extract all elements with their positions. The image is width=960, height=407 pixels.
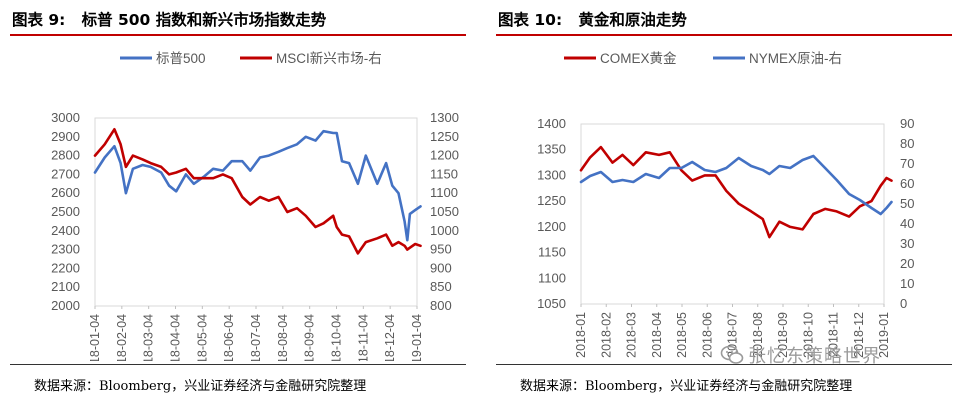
y2-tick-label: 10 xyxy=(900,276,914,291)
x-tick-label: 2018-06-04 xyxy=(222,314,236,361)
x-tick-label: 2018-02-04 xyxy=(115,314,129,361)
y-tick-label: 2800 xyxy=(51,148,80,163)
y2-tick-label: 0 xyxy=(900,296,907,311)
y2-tick-label: 1250 xyxy=(430,129,459,144)
y-tick-label: 2300 xyxy=(51,242,80,257)
x-tick-label: 2018-04 xyxy=(650,312,664,358)
y-tick-label: 2100 xyxy=(51,279,80,294)
y-tick-label: 1400 xyxy=(537,116,566,131)
y2-tick-label: 50 xyxy=(900,196,914,211)
x-tick-label: 2018-05-04 xyxy=(195,314,209,361)
watermark-text: 张忆东策略世界 xyxy=(748,346,881,367)
chart-title: 图表 9: 标普 500 指数和新兴市场指数走势 xyxy=(12,11,327,29)
chart-panel-sp500-em: 图表 9: 标普 500 指数和新兴市场指数走势 3000 2900 2800 270… xyxy=(0,0,468,407)
source-note: 数据来源：Bloomberg，兴业证券经济与金融研究院整理 xyxy=(520,379,853,394)
y-tick-label: 2400 xyxy=(51,223,80,238)
y2-tick-label: 80 xyxy=(900,136,914,151)
y-tick-label: 1300 xyxy=(537,167,566,182)
source-divider xyxy=(10,364,466,365)
x-tick-label: 2018-10-04 xyxy=(330,314,344,361)
y-tick-label: 1100 xyxy=(538,270,566,285)
x-tick-label: 2018-11-04 xyxy=(356,314,370,361)
x-tick-label: 2018-03-04 xyxy=(142,314,156,361)
title-divider xyxy=(496,34,952,36)
plot-area-border xyxy=(94,117,418,307)
x-tick-label: 2018-11 xyxy=(827,312,841,357)
x-tick-label: 2018-08-04 xyxy=(276,314,290,361)
series-line xyxy=(579,145,893,239)
x-tick-label: 2018-09-04 xyxy=(303,314,317,361)
x-tick-label: 2018-12 xyxy=(852,312,866,358)
y2-tick-label: 40 xyxy=(900,216,914,231)
y2-tick-label: 1200 xyxy=(430,148,459,163)
x-tick-label: 2019-01 xyxy=(877,312,891,358)
y-tick-label: 2700 xyxy=(51,166,80,181)
y2-tick-label: 1300 xyxy=(430,110,459,125)
x-tick-label: 2018-07-04 xyxy=(249,314,263,361)
y-tick-label: 1050 xyxy=(537,296,566,311)
y-tick-label: 1350 xyxy=(537,142,566,157)
x-tick-label: 2018-08 xyxy=(751,312,765,358)
chart-panel-gold-oil: 图表 10: 黄金和原油走势 1400 1350 1300 1250 1200 1150 1… xyxy=(486,0,954,407)
y2-tick-label: 1100 xyxy=(430,185,458,200)
legend-label: 标普500 xyxy=(156,51,206,66)
y2-tick-label: 900 xyxy=(430,260,452,275)
y2-tick-label: 70 xyxy=(900,156,914,171)
y2-tick-label: 800 xyxy=(430,298,452,313)
x-tick-label: 2018-09 xyxy=(776,312,790,358)
y2-tick-label: 30 xyxy=(900,236,914,251)
x-tick-label: 2019-01-04 xyxy=(410,314,424,361)
x-tick-label: 2018-02 xyxy=(599,312,613,358)
y-tick-label: 2000 xyxy=(51,298,80,313)
y-tick-label: 1250 xyxy=(537,193,566,208)
series-line xyxy=(93,129,422,242)
y-tick-label: 2500 xyxy=(51,204,80,219)
line-chart-gold-oil: 1400135013001250120011501100105090807060… xyxy=(537,51,914,358)
series-line xyxy=(579,154,893,216)
x-tick-label: 2018-01 xyxy=(574,312,588,358)
y2-tick-label: 1150 xyxy=(430,166,458,181)
y2-tick-label: 850 xyxy=(430,279,452,294)
y2-tick-label: 1000 xyxy=(430,223,459,238)
y2-tick-label: 20 xyxy=(900,256,914,271)
x-tick-label: 2018-03 xyxy=(625,312,639,358)
chart-title: 图表 10: 黄金和原油走势 xyxy=(498,11,687,29)
series-line xyxy=(93,128,422,255)
y-tick-label: 1200 xyxy=(537,219,566,234)
source-note: 数据来源：Bloomberg，兴业证券经济与金融研究院整理 xyxy=(34,379,367,394)
plot-area-border xyxy=(580,123,885,305)
y2-tick-label: 60 xyxy=(900,176,914,191)
legend-label: MSCI新兴市场-右 xyxy=(276,50,382,66)
x-tick-label: 2018-12-04 xyxy=(383,314,397,361)
line-chart-sp500-em: 3000 2900 2800 2700 2600 2500 2400 2300 2200 2100… xyxy=(51,50,459,361)
watermark: 张忆东策略世界 xyxy=(720,342,881,368)
x-tick-label: 2018-10 xyxy=(801,312,815,358)
y-tick-label: 1150 xyxy=(538,245,566,260)
x-tick-label: 2018-05 xyxy=(675,312,689,358)
x-tick-label: 2018-04-04 xyxy=(169,314,183,361)
y-tick-label: 3000 xyxy=(51,110,80,125)
title-divider xyxy=(10,34,466,36)
x-tick-label: 2018-01-04 xyxy=(88,314,102,361)
legend-label: COMEX黄金 xyxy=(600,51,677,66)
y2-tick-label: 950 xyxy=(430,242,452,257)
y2-tick-label: 1050 xyxy=(430,204,459,219)
legend-label: NYMEX原油-右 xyxy=(749,51,842,66)
y-tick-label: 2200 xyxy=(51,260,80,275)
source-divider xyxy=(496,364,952,365)
wechat-bubble-icon xyxy=(720,345,744,364)
x-tick-label: 2018-06 xyxy=(700,312,714,358)
y2-tick-label: 90 xyxy=(900,116,914,131)
y-tick-label: 2600 xyxy=(51,185,80,200)
y-tick-label: 2900 xyxy=(51,129,80,144)
